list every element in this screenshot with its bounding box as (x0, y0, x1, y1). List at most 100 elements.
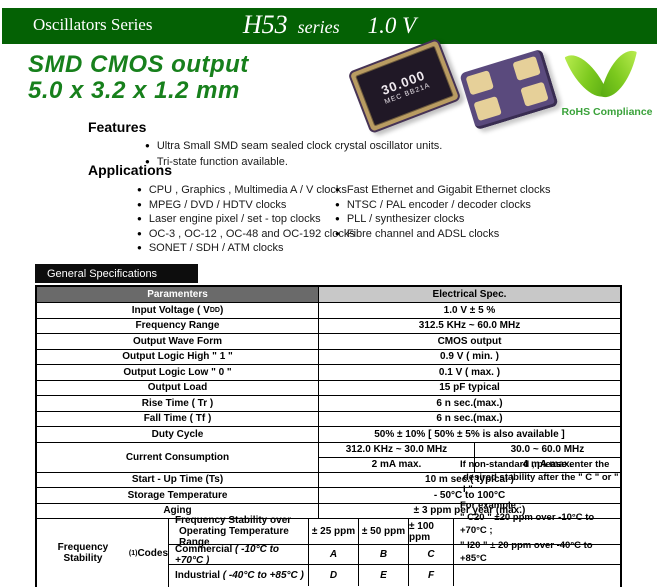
fs-desc-line2: Operating Temperature Range (179, 526, 289, 548)
param-frequency-range: Frequency Range (37, 318, 319, 333)
value-duty-cycle: 50% ± 10% [ 50% ± 5% is also available ] (374, 428, 565, 440)
fs-note-cell: If non-standard , please enter the desir… (454, 459, 620, 564)
features-list: ● Ultra Small SMD seam sealed clock cryst… (145, 138, 442, 170)
fs-note-line: For example : (460, 499, 522, 511)
bullet-icon: ● (137, 214, 142, 224)
fs-commercial-name: Commercial (175, 543, 236, 555)
value-rise-time: 6 n sec.(max.) (436, 397, 503, 409)
bullet-icon: ● (137, 243, 142, 253)
fs-code-e: E (359, 565, 409, 586)
spec-table: Paramenters Electrical Spec. Input Volta… (35, 285, 622, 587)
bullet-icon: ● (137, 228, 142, 238)
table-header-row: Paramenters Electrical Spec. (37, 287, 620, 303)
value-start-up-time: 10 m sec.( typical ) (425, 474, 514, 486)
table-row: Fall Time ( Tf ) 6 n sec.(max.) (37, 411, 620, 427)
application-text: Laser engine pixel / set - top clocks (148, 213, 321, 226)
table-row: Frequency Range 312.5 KHz ~ 60.0 MHz (37, 318, 620, 334)
product-title-line2: 5.0 x 3.2 x 1.2 mm (28, 77, 240, 104)
table-row: Duty Cycle 50% ± 10% [ 50% ± 5% is also … (37, 427, 620, 443)
bullet-icon: ● (335, 185, 340, 194)
fs-code-b: B (359, 545, 409, 564)
solder-pad (465, 70, 495, 96)
list-item: ● Fast Ethernet and Gigabit Ethernet cloc… (335, 183, 550, 198)
table-row: Storage Temperature - 50°C to 100°C (37, 488, 620, 504)
fs-desc-line1: Frequency Stability over (175, 515, 292, 526)
feature-text: Tri-state function available. (156, 156, 288, 168)
fs-industrial-label: Industrial ( -40°C to +85°C ) (169, 565, 309, 586)
param-text: Input Voltage ( V (131, 304, 210, 316)
bullet-icon: ● (137, 185, 142, 194)
cc-range-1: 312.0 KHz ~ 30.0 MHz (319, 442, 475, 457)
current-consumption-grid: 312.0 KHz ~ 30.0 MHz 30.0 ~ 60.0 MHz 2 m… (319, 442, 620, 472)
table-row: Aging ± 3 ppm per year (max.) (37, 503, 620, 519)
application-text: NTSC / PAL encoder / decoder clocks (346, 198, 531, 211)
fs-industrial-row: Industrial ( -40°C to +85°C ) D E F (169, 565, 620, 586)
application-text: CPU , Graphics , Multimedia A / V clocks (148, 184, 347, 196)
table-row: Output Logic Low " 0 " 0.1 V ( max. ) (37, 365, 620, 381)
current-consumption-ranges: 312.0 KHz ~ 30.0 MHz 30.0 ~ 60.0 MHz (319, 442, 620, 458)
list-item: ● Fibre channel and ADSL clocks (335, 227, 550, 242)
fs-code-d: D (309, 565, 359, 586)
param-text: ) (219, 304, 224, 316)
param-start-up-time: Start - Up Time (Ts) (37, 472, 319, 487)
fs-code-f: F (409, 565, 454, 586)
value-input-voltage: 1.0 V ± 5 % (443, 304, 496, 316)
value-output-logic-high: 0.9 V ( min. ) (440, 351, 499, 363)
param-duty-cycle: Duty Cycle (37, 427, 319, 442)
table-row: Output Wave Form CMOS output (37, 334, 620, 350)
list-item: ● MPEG / DVD / HDTV clocks (137, 198, 355, 213)
fs-industrial-range: ( -40°C to +85°C ) (222, 570, 304, 581)
application-text: Fast Ethernet and Gigabit Ethernet clock… (346, 184, 551, 196)
solder-pad (520, 81, 549, 107)
fs-note-cell (454, 565, 620, 586)
cc-value-2: 4 mA max. (522, 459, 573, 470)
param-text: Codes (137, 547, 168, 559)
param-output-wave-form: Output Wave Form (37, 334, 319, 349)
bullet-icon: ● (335, 228, 340, 238)
value-output-logic-low: 0.1 V ( max. ) (438, 366, 501, 378)
param-rise-time: Rise Time ( Tr ) (37, 396, 319, 411)
applications-heading: Applications (88, 162, 173, 178)
fs-code-c: C (409, 545, 454, 564)
param-text: Frequency Stability (57, 542, 109, 564)
voltage-label: 1.0 V (367, 13, 417, 38)
list-item: ● Laser engine pixel / set - top clocks (137, 212, 355, 227)
table-row: Rise Time ( Tr ) 6 n sec.(max.) (37, 396, 620, 412)
list-item: ● Ultra Small SMD seam sealed clock cryst… (145, 138, 442, 154)
table-row-current-consumption: Current Consumption 312.0 KHz ~ 30.0 MHz… (37, 442, 620, 473)
fs-note-line: " C20 " ±20 ppm over -10°C to +70°C ; (460, 512, 595, 536)
param-input-voltage: Input Voltage ( V DD ) (37, 303, 319, 318)
oscillator-bottom-photo (459, 48, 559, 131)
rohs-label: RoHS Compliance (561, 106, 653, 118)
list-item: ● Tri-state function available. (145, 154, 442, 170)
product-title-line1: SMD CMOS output (28, 51, 249, 78)
fs-note-line: If non-standard , please enter the (460, 459, 610, 470)
bullet-icon: ● (335, 214, 340, 224)
application-text: SONET / SDH / ATM clocks (148, 242, 284, 255)
param-subscript: DD (209, 306, 220, 314)
list-item: ● OC-3 , OC-12 , OC-48 and OC-192 clocks (137, 227, 355, 242)
param-superscript: (1) (128, 549, 138, 557)
fs-description: Frequency Stability over Operating Tempe… (169, 515, 309, 548)
current-consumption-values: 2 mA max. 4 mA max. (319, 457, 620, 472)
fs-ppm-100: ± 100 ppm (409, 519, 454, 544)
table-row: Start - Up Time (Ts) 10 m sec.( typical … (37, 472, 620, 488)
value-fall-time: 6 n sec.(max.) (436, 413, 503, 425)
value-output-load: 15 pF typical (439, 382, 500, 394)
bullet-icon: ● (335, 199, 340, 209)
application-text: Fibre channel and ADSL clocks (346, 227, 500, 240)
fs-note-text: If non-standard , please enter the desir… (460, 459, 620, 565)
frequency-stability-grid: Frequency Stability over Operating Tempe… (169, 459, 620, 587)
fs-commercial-label: Commercial ( -10°C to +70°C ) (169, 543, 309, 566)
fs-note-line: desired stability after the " C " or " I… (463, 471, 619, 496)
solder-pad (473, 95, 502, 122)
bullet-icon: ● (145, 157, 150, 166)
value-output-wave-form: CMOS output (437, 335, 502, 347)
application-text: OC-3 , OC-12 , OC-48 and OC-192 clocks (148, 227, 355, 240)
value-storage-temperature: - 50°C to 100°C (433, 489, 506, 501)
features-heading: Features (88, 119, 147, 135)
table-row: Input Voltage ( V DD ) 1.0 V ± 5 % (37, 303, 620, 319)
param-current-consumption: Current Consumption (37, 442, 319, 472)
param-fall-time: Fall Time ( Tf ) (37, 411, 319, 426)
